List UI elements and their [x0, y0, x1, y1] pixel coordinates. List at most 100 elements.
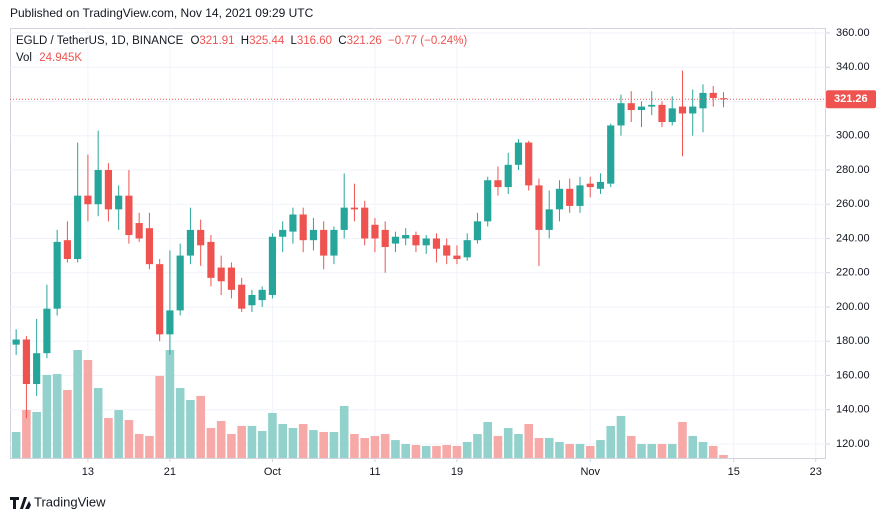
candle-body	[94, 169, 102, 205]
volume-bar	[514, 434, 523, 458]
volume-bar	[391, 440, 400, 458]
volume-bar	[606, 425, 616, 458]
legend-low-label: L	[290, 35, 297, 47]
volume-layer	[11, 350, 728, 458]
brand-logo	[10, 497, 31, 509]
legend-high-label: H	[241, 35, 249, 47]
volume-bar	[114, 410, 123, 458]
candle-body	[166, 310, 174, 335]
y-tick-label: 260.00	[836, 198, 870, 210]
volume-bar	[585, 445, 595, 458]
candle-body	[33, 353, 41, 385]
grid	[10, 28, 826, 458]
x-tick-label: Oct	[264, 466, 281, 478]
volume-bar	[708, 445, 718, 458]
axis-layer: 120.00 140.00 160.00 180.00 200.00 220.00 240.…	[82, 27, 876, 478]
candle-body	[391, 236, 400, 244]
candle-body	[545, 209, 553, 230]
candle-body	[309, 229, 318, 241]
legend-open: 321.91	[199, 35, 234, 47]
candle-body	[227, 267, 236, 290]
volume-bar	[216, 420, 226, 458]
volume-bar	[278, 424, 287, 458]
x-tick-label: 21	[164, 466, 176, 478]
volume-bar	[555, 441, 564, 458]
volume-bar	[165, 350, 175, 458]
volume-bar	[145, 435, 154, 458]
volume-bar	[73, 350, 82, 458]
candle-body	[238, 284, 246, 309]
candle-body	[115, 195, 123, 210]
candle-body	[217, 267, 225, 282]
volume-bar	[22, 410, 31, 458]
legend-symbol: EGLD / TetherUS, 1D, BINANCE	[16, 35, 184, 47]
x-tick-label: 19	[451, 466, 463, 478]
volume-bar	[616, 415, 626, 458]
legend-volume: Vol 24.945K	[16, 52, 82, 64]
volume-bar	[544, 437, 554, 458]
candle-body	[135, 223, 143, 239]
candle-body	[268, 236, 277, 295]
volume-bar	[32, 411, 41, 458]
candle-body	[340, 207, 348, 230]
x-tick-label: 15	[728, 466, 740, 478]
candle-body	[514, 142, 523, 165]
volume-bar	[63, 390, 72, 458]
y-tick-label: 200.00	[836, 301, 870, 313]
candle-body	[74, 195, 82, 260]
candle-body	[689, 106, 697, 114]
candle-body	[197, 229, 205, 246]
candle-body	[145, 228, 154, 265]
y-tick-label: 220.00	[836, 267, 870, 279]
candle-body	[84, 195, 92, 205]
y-tick-label: 140.00	[836, 404, 870, 416]
legend-volume-value: 24.945K	[39, 52, 82, 64]
volume-bar	[52, 373, 62, 458]
candle-body	[648, 104, 656, 107]
candle-body	[586, 183, 594, 188]
candle-body	[576, 185, 584, 206]
published-note: Published on TradingView.com, Nov 14, 20…	[10, 6, 314, 20]
legend-close-label: C	[338, 35, 346, 47]
volume-bar	[432, 445, 441, 458]
candle-body	[637, 106, 646, 111]
volume-bar	[401, 444, 411, 458]
candle-body	[627, 103, 635, 111]
volume-bar	[309, 430, 318, 458]
logo-icon	[10, 497, 31, 509]
volume-bar	[626, 435, 636, 458]
volume-bar	[124, 420, 134, 458]
volume-bar	[452, 445, 462, 458]
x-tick-label: 13	[82, 466, 94, 478]
volume-bar	[104, 417, 113, 458]
legend-volume-label: Vol	[16, 52, 32, 64]
legend-change: −0.77 (−0.24%)	[388, 35, 467, 47]
volume-bar	[206, 427, 216, 458]
volume-bar	[360, 437, 369, 458]
volume-bar	[657, 444, 667, 458]
candle-body	[258, 289, 266, 301]
candle-body	[494, 180, 502, 188]
volume-bar	[483, 421, 493, 458]
x-tick-label: 11	[369, 466, 380, 478]
y-tick-label: 160.00	[836, 369, 870, 381]
candle-body	[186, 229, 195, 256]
candle-body	[279, 229, 287, 237]
candle-body	[484, 180, 492, 222]
volume-bar	[298, 424, 308, 458]
volume-bar	[380, 434, 390, 458]
volume-bar	[175, 387, 185, 458]
candle-body	[535, 185, 543, 230]
candle-body	[678, 106, 687, 114]
legend-close: 321.26	[347, 35, 382, 47]
volume-bar	[155, 375, 164, 458]
y-tick-label: 240.00	[836, 232, 870, 244]
volume-bar	[329, 431, 339, 458]
volume-bar	[186, 400, 195, 458]
candle-body	[330, 229, 338, 256]
legend-low: 316.60	[297, 35, 332, 47]
volume-bar	[596, 440, 605, 458]
volume-bar	[524, 424, 534, 458]
